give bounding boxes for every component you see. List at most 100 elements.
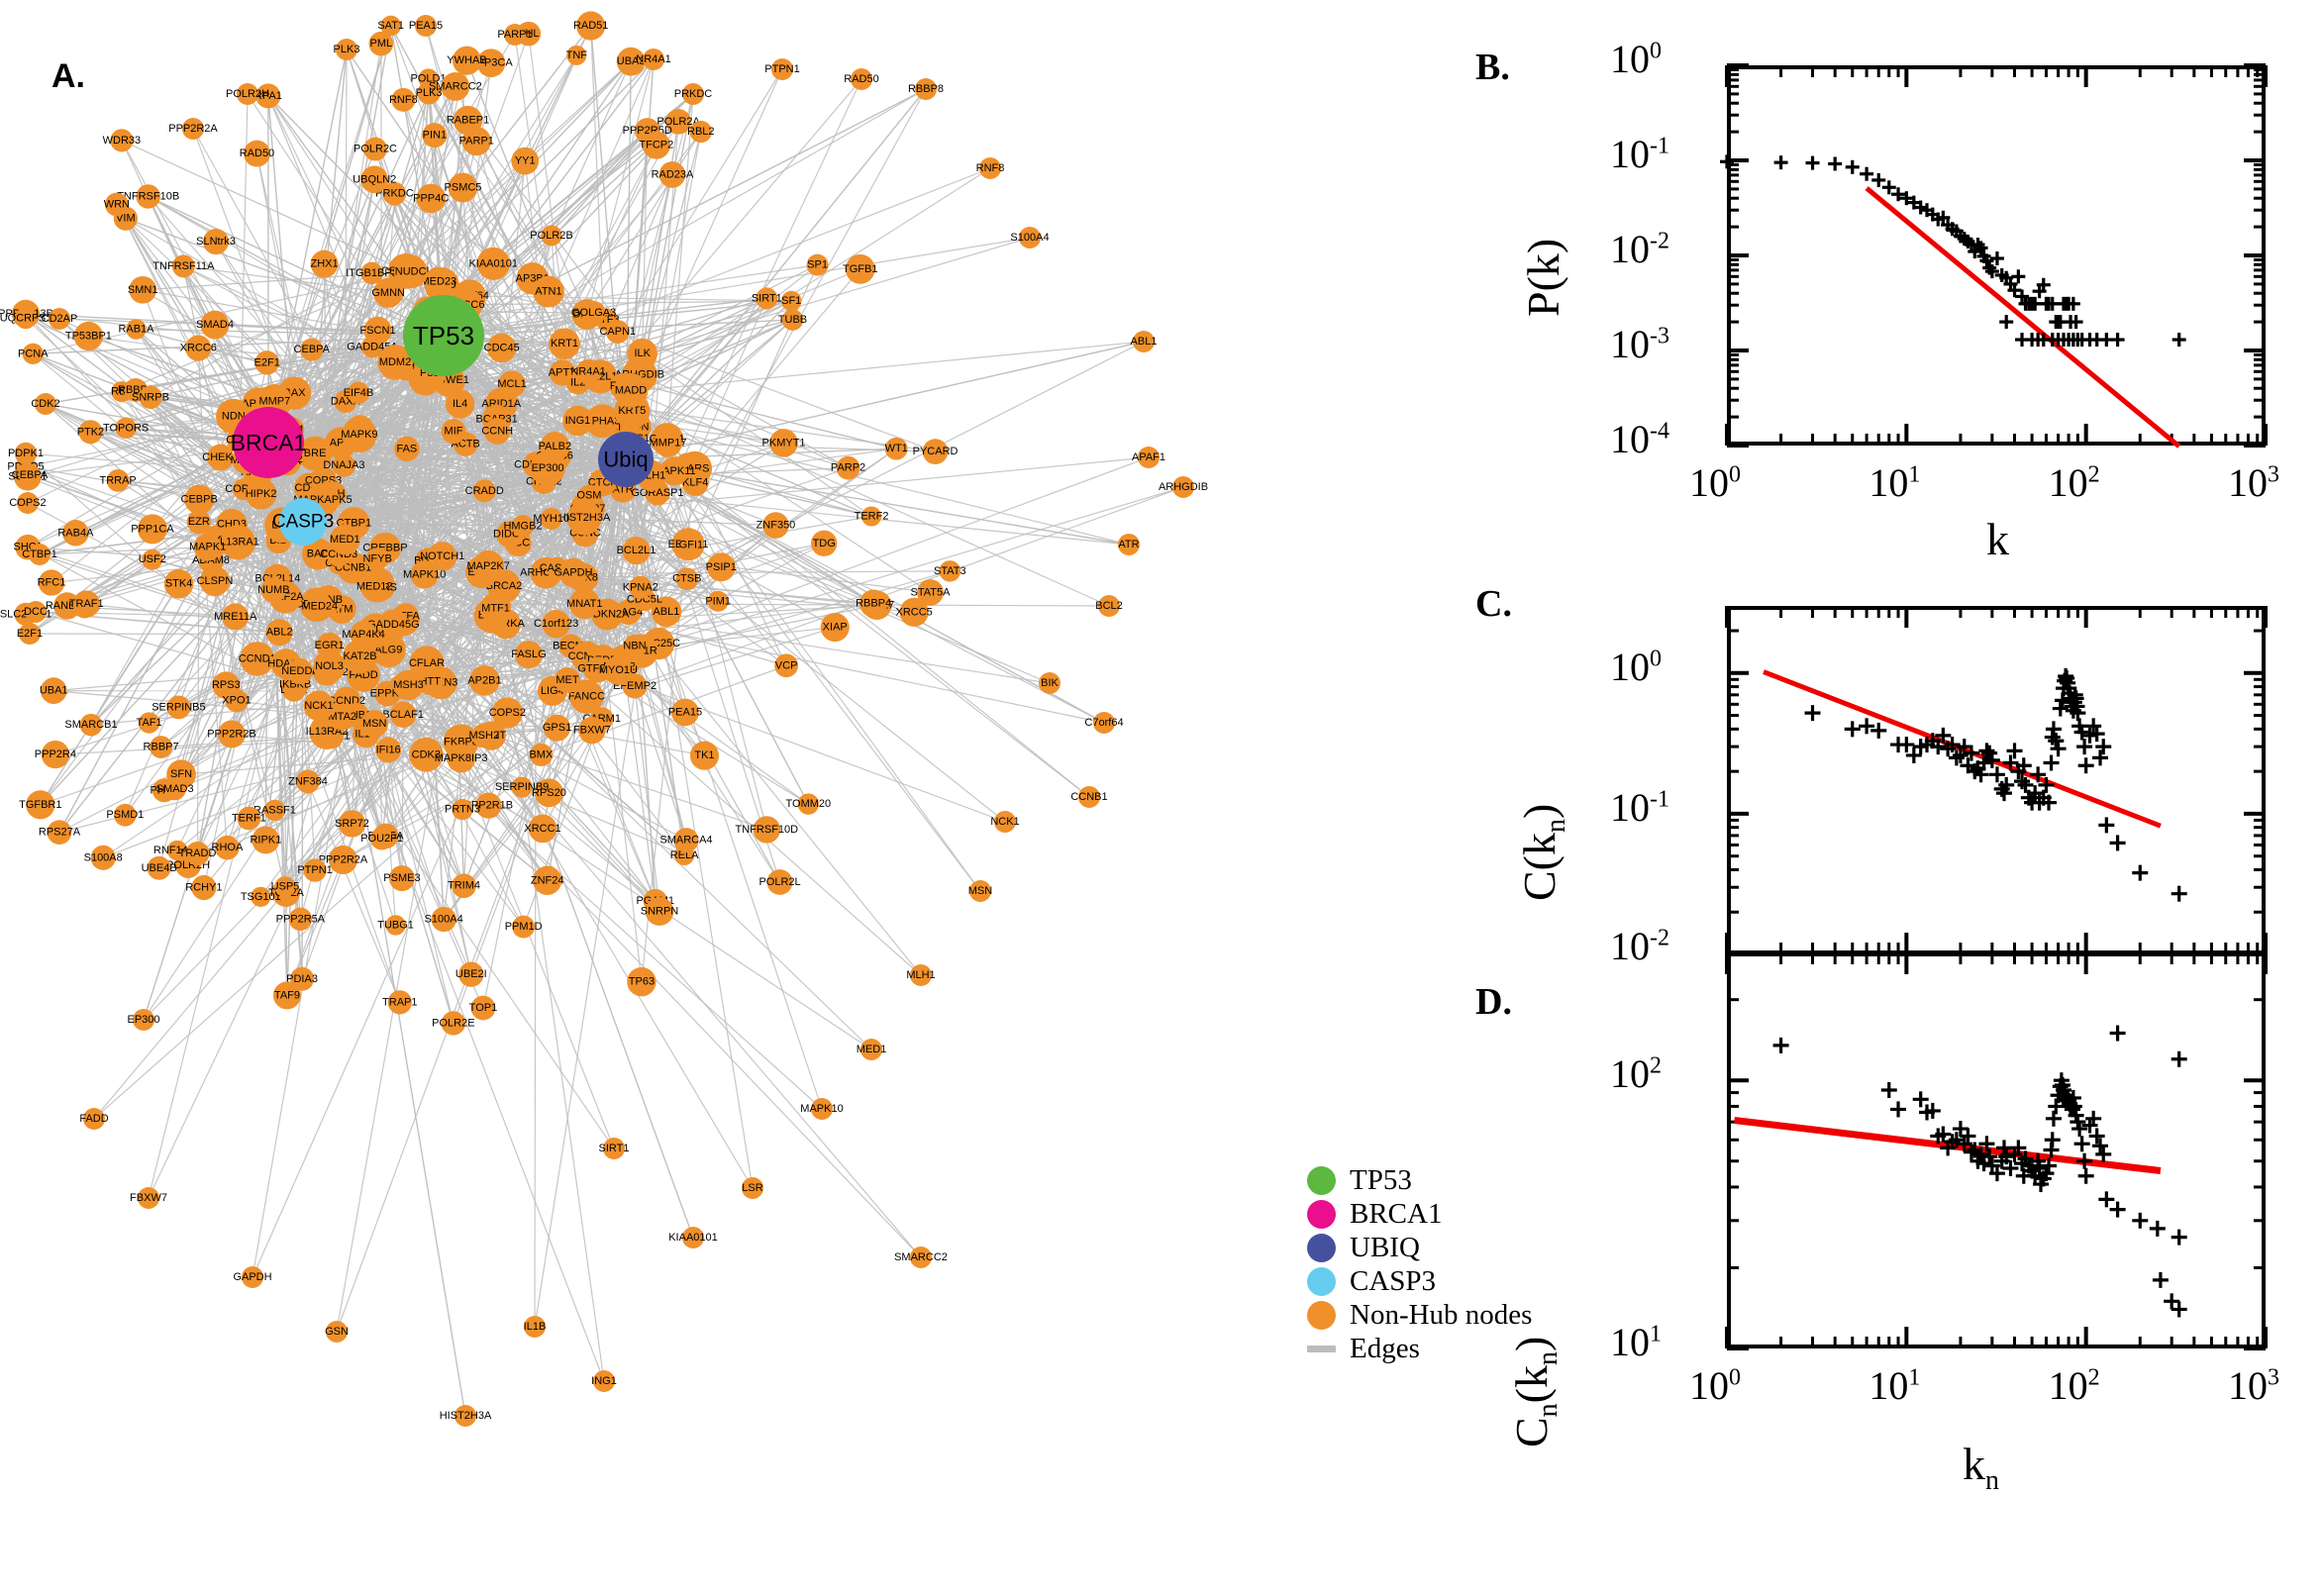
network-node[interactable]: MSN <box>360 710 389 738</box>
network-node[interactable]: PEA15 <box>409 15 443 37</box>
network-node[interactable]: PIN1 <box>422 123 448 149</box>
network-node[interactable]: SMARCB1 <box>64 713 118 737</box>
network-node[interactable]: POLR2L <box>758 869 801 895</box>
network-node[interactable]: TP63 <box>627 966 656 997</box>
network-node[interactable]: NCK1 <box>303 690 335 722</box>
network-node[interactable]: RBBP7 <box>144 736 179 759</box>
network-node[interactable]: MAPK10 <box>800 1098 844 1120</box>
network-node[interactable]: LSR <box>742 1177 763 1199</box>
network-node[interactable]: MTF1 <box>479 592 512 625</box>
network-node[interactable]: PDPK1 <box>8 442 44 465</box>
network-node[interactable]: S100A4 <box>1010 227 1050 249</box>
network-node[interactable]: PLK3 <box>334 39 360 60</box>
network-node[interactable]: PPP2R2A <box>168 118 218 140</box>
network-node[interactable]: FADD <box>79 1108 109 1130</box>
network-node[interactable]: RCHY1 <box>185 874 223 901</box>
network-hub-tp53[interactable]: TP53 <box>403 295 484 376</box>
network-node[interactable]: SMN1 <box>128 275 158 304</box>
network-node[interactable]: TK1 <box>689 741 720 770</box>
network-node[interactable]: EZR <box>186 510 211 535</box>
network-node[interactable]: TRAP1 <box>382 990 418 1015</box>
network-node[interactable]: RAD50 <box>844 68 879 90</box>
network-node[interactable]: UBA3 <box>616 47 646 76</box>
network-node[interactable]: ATR <box>1118 534 1140 555</box>
network-node[interactable]: GAPDH <box>233 1266 272 1288</box>
network-node[interactable]: HIST2H3A <box>440 1405 492 1427</box>
network-node[interactable]: TAF9 <box>272 981 301 1010</box>
network-node[interactable]: BIK <box>1039 672 1060 694</box>
network-node[interactable]: PTK2 <box>77 420 105 445</box>
network-node[interactable]: ING1 <box>591 1370 617 1392</box>
network-node[interactable]: MLH1 <box>906 964 936 986</box>
network-node[interactable]: XRCC6 <box>180 335 217 361</box>
network-node[interactable]: ABL1 <box>1131 331 1158 352</box>
network-node[interactable]: RNF8 <box>976 157 1005 179</box>
network-node[interactable]: TNF <box>566 45 588 65</box>
network-node[interactable]: SP1 <box>806 253 829 276</box>
network-node[interactable]: KRT1 <box>549 328 580 360</box>
network-node[interactable]: NUDC <box>393 254 428 289</box>
network-node[interactable]: POLR2C <box>354 137 397 161</box>
network-node[interactable]: POLR2E <box>432 1011 475 1036</box>
network-node[interactable]: BCL2 <box>1095 595 1123 617</box>
network-node[interactable]: RFC1 <box>38 569 66 596</box>
network-node[interactable]: KIAA0101 <box>668 1227 718 1248</box>
network-node[interactable]: NBN <box>623 634 647 658</box>
network-node[interactable]: APAF1 <box>1132 447 1165 468</box>
network-node[interactable]: ILK <box>627 338 658 369</box>
network-node[interactable]: CDK3 <box>408 737 444 772</box>
network-node[interactable]: PSMD1 <box>106 803 144 827</box>
network-node[interactable]: ARHGDIB <box>1159 476 1208 498</box>
network-node[interactable]: HIPK2 <box>246 477 277 510</box>
network-node[interactable]: PPM1D <box>505 915 543 939</box>
network-node[interactable]: SIRT1 <box>599 1138 630 1159</box>
network-node[interactable]: PPP2R4 <box>35 740 76 769</box>
network-node[interactable]: MET <box>554 666 581 694</box>
network-node[interactable]: VCP <box>774 653 799 678</box>
network-node[interactable]: NOL3 <box>313 649 346 683</box>
network-node[interactable]: MADD <box>613 372 649 408</box>
network-node[interactable]: RPS27A <box>39 820 81 845</box>
network-node[interactable]: TGFBR1 <box>19 790 62 820</box>
network-node[interactable]: SMARCC2 <box>894 1247 948 1268</box>
network-node[interactable]: RAD51 <box>573 11 608 41</box>
network-node[interactable]: GSN <box>325 1321 349 1343</box>
network-node[interactable]: TOP1 <box>469 995 498 1021</box>
data-point-marker <box>2002 754 2019 771</box>
network-node[interactable]: TERF2 <box>855 506 889 527</box>
network-node[interactable]: PTPN1 <box>764 58 800 80</box>
network-node[interactable]: IL1B <box>524 1316 547 1338</box>
network-node[interactable]: RPA1 <box>254 83 282 109</box>
network-node[interactable]: MED1 <box>329 524 360 555</box>
network-node[interactable]: UBE2I <box>455 961 487 987</box>
network-node[interactable]: UBE4B <box>142 855 177 880</box>
network-node[interactable]: MSN <box>968 880 993 902</box>
network-node[interactable]: FAS <box>394 436 420 462</box>
network-node[interactable]: ABL2 <box>265 619 293 647</box>
network-node[interactable]: MIF <box>441 419 466 445</box>
network-node[interactable]: TDG <box>811 530 838 556</box>
network-node[interactable]: TP53BP1 <box>65 321 112 351</box>
network-node[interactable]: IFI16 <box>375 737 402 763</box>
network-node[interactable]: STK4 <box>163 568 194 599</box>
network-node[interactable]: WT1 <box>885 437 908 460</box>
network-node[interactable]: FBXW7 <box>130 1187 167 1209</box>
network-node[interactable]: ING1 <box>562 405 593 437</box>
network-node[interactable]: YY1 <box>511 147 540 175</box>
network-node[interactable]: ATN1 <box>533 275 564 308</box>
network-node[interactable]: TOMM20 <box>786 793 832 815</box>
network-node[interactable]: PSMC5 <box>445 172 482 203</box>
network-node[interactable]: ZHX1 <box>310 249 339 278</box>
network-node[interactable]: MSH3 <box>393 669 424 701</box>
network-node[interactable]: IL4 <box>445 389 475 419</box>
network-node[interactable]: SF1 <box>780 290 802 312</box>
network-node[interactable]: RAD50 <box>240 140 274 167</box>
network-node[interactable]: XIAP <box>820 612 850 643</box>
network-node[interactable]: PRKDC <box>674 83 713 105</box>
network-node[interactable]: RNF8 <box>389 87 418 112</box>
network-hub-ubiq[interactable]: Ubiq <box>598 432 654 487</box>
network-node[interactable]: UBA1 <box>40 677 68 704</box>
network-node[interactable]: WDR33 <box>103 129 142 152</box>
network-node[interactable]: EP300 <box>127 1009 160 1031</box>
network-node[interactable]: CCNB1 <box>1070 786 1108 808</box>
